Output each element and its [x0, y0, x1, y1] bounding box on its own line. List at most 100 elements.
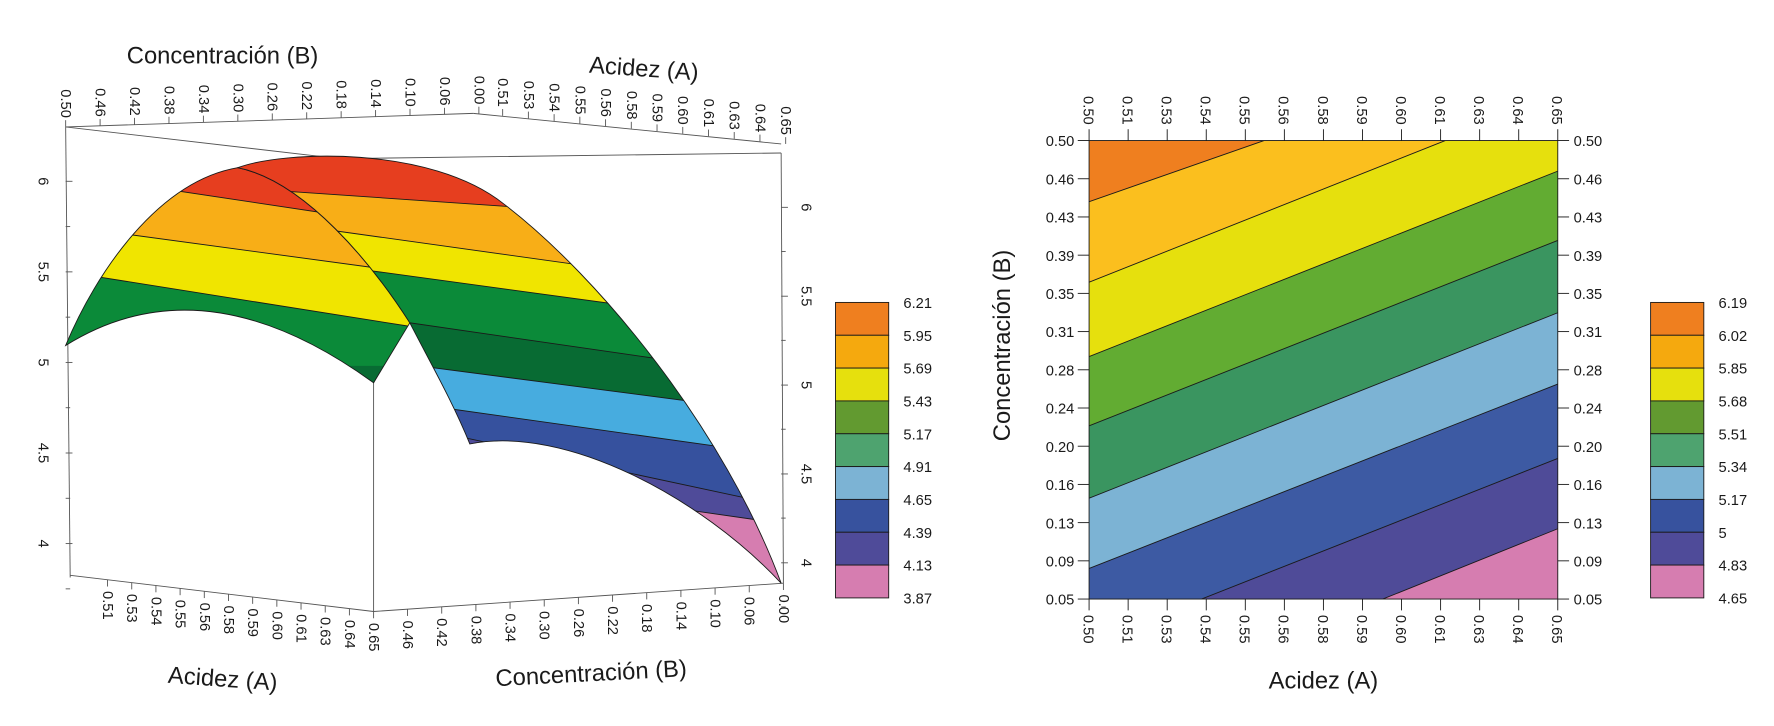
surface-top-a-tick-label: 0.64 [751, 104, 767, 133]
surface-bottom-a-tick-label: 0.54 [147, 597, 163, 626]
contour-line [1089, 140, 1446, 283]
contour-y-tick-label-left: 0.28 [1046, 363, 1075, 379]
surface-legend-label: 5.17 [903, 427, 932, 443]
contour-legend-label: 4.65 [1719, 592, 1748, 608]
surface-top-b-tick-label: 0.42 [126, 87, 142, 116]
surface-top-a-tick-label: 0.51 [494, 78, 510, 107]
contour-y-tick-label-left: 0.24 [1046, 402, 1075, 418]
surface-top-a-tick-label: 0.65 [777, 106, 793, 135]
contour-y-tick-label-right: 0.05 [1574, 593, 1603, 609]
surface-legend: 6.21 5.95 5.69 5.43 5.17 4.91 4.65 4.39 4.13 3.87 [835, 296, 932, 608]
surface-top-b-tick-label: 0.14 [367, 79, 383, 108]
contour-x-tick-label-bottom: 0.54 [1197, 615, 1213, 644]
surface-axis-ticks: 0.50 0.46 0.42 0.38 0.34 0.30 0.26 0.22 0.18 0.14… [34, 76, 813, 652]
contour-x-tick-label-top: 0.63 [1470, 96, 1486, 125]
contour-legend-swatch [1650, 564, 1705, 599]
contour-legend-swatch [1650, 400, 1705, 435]
contour-y-tick-label-right: 0.24 [1574, 402, 1603, 418]
surface-top-b-tick-label: 0.34 [195, 85, 211, 114]
surface-legend-swatch [835, 531, 890, 566]
contour-x-tick-label-bottom: 0.55 [1236, 615, 1252, 644]
contour-x-tick-label-bottom: 0.59 [1353, 615, 1369, 644]
contour-line [1201, 458, 1558, 600]
surface-top-a-tick-label: 0.63 [726, 101, 742, 130]
surface-bottom-b-tick-label: 0.46 [399, 620, 415, 649]
contour-x-tick-label-bottom: 0.51 [1118, 615, 1134, 644]
contour-y-tick-label-right: 0.13 [1574, 516, 1603, 532]
contour-legend-label: 6.02 [1719, 329, 1748, 345]
surface-bottom-b-tick-label: 0.06 [741, 597, 757, 626]
contour-legend: 6.19 6.02 5.85 5.68 5.51 5.34 5.17 5 4.83 4.65 [1650, 296, 1748, 608]
surface-plot: Concentración (B) Acidez (A) Acidez (A) … [34, 43, 932, 697]
contour-x-tick-label-top: 0.60 [1392, 96, 1408, 125]
contour-y-tick-label-right: 0.16 [1574, 478, 1603, 494]
contour-legend-swatch [1650, 334, 1705, 369]
contour-plot: 0.500.500.510.510.530.530.540.540.550.55… [989, 96, 1747, 694]
surface-legend-label: 5.43 [903, 395, 932, 411]
surface-top-a-tick-label: 0.53 [520, 81, 536, 110]
contour-x-axis-title: Acidez (A) [1269, 667, 1379, 694]
surface-bottom-b-tick-label: 0.34 [502, 613, 518, 642]
contour-y-tick-label-left: 0.20 [1046, 440, 1075, 456]
surface-bottom-a-tick-label: 0.63 [317, 617, 333, 646]
surface-top-a-tick-label: 0.59 [649, 93, 665, 122]
surface-bottom-b-tick-label: 0.30 [536, 611, 552, 640]
contour-legend-label: 5 [1719, 526, 1727, 542]
surface-legend-swatch [835, 564, 890, 599]
surface-legend-label: 3.87 [903, 592, 932, 608]
contour-axes: 0.500.500.510.510.530.530.540.540.550.55… [1046, 96, 1603, 643]
contour-x-tick-label-top: 0.55 [1236, 96, 1252, 125]
surface-top-a-tick-label: 0.61 [700, 99, 716, 128]
surface-bottom-b-tick-label: 0.14 [672, 602, 688, 631]
surface-bottom-a-tick-label: 0.60 [268, 611, 284, 640]
contour-y-tick-label-left: 0.39 [1046, 249, 1075, 265]
surface-top-a-tick-label: 0.58 [623, 91, 639, 120]
surface-z-tick-label-left: 4.5 [34, 443, 50, 463]
surface-right-sheet [237, 156, 782, 584]
surface-legend-swatch [835, 433, 890, 468]
contour-legend-swatch [1650, 301, 1705, 336]
surface-top-b-tick-label: 0.00 [470, 76, 486, 105]
contour-x-tick-label-top: 0.58 [1314, 96, 1330, 125]
contour-legend-label: 5.68 [1719, 395, 1748, 411]
contour-x-tick-label-top: 0.53 [1158, 96, 1174, 125]
contour-line [1089, 239, 1558, 427]
surface-legend-label: 4.39 [903, 526, 932, 542]
contour-x-tick-label-top: 0.61 [1431, 96, 1447, 125]
contour-line [1089, 140, 1265, 203]
contour-y-tick-label-right: 0.46 [1574, 172, 1603, 188]
contour-line [1382, 528, 1558, 600]
contour-x-tick-label-top: 0.56 [1275, 96, 1291, 125]
surface-top-a-tick-label: 0.54 [546, 83, 562, 112]
contour-y-tick-label-left: 0.46 [1046, 172, 1075, 188]
surface-legend-swatch [835, 400, 890, 435]
surface-top-b-tick-label: 0.22 [298, 81, 314, 110]
contour-x-tick-label-bottom: 0.50 [1079, 615, 1095, 644]
contour-legend-label: 5.85 [1719, 362, 1748, 378]
contour-y-tick-label-left: 0.09 [1046, 554, 1075, 570]
contour-y-tick-label-right: 0.43 [1574, 211, 1603, 227]
surface-b-axis-title-top: Concentración (B) [127, 43, 319, 70]
contour-y-tick-label-right: 0.31 [1574, 325, 1603, 341]
contour-y-tick-label-right: 0.39 [1574, 249, 1603, 265]
surface-top-b-tick-label: 0.06 [436, 77, 452, 106]
contour-y-tick-label-left: 0.05 [1046, 593, 1075, 609]
surface-top-a-tick-label: 0.55 [571, 86, 587, 115]
contour-y-tick-label-left: 0.35 [1046, 287, 1075, 303]
surface-bottom-a-tick-label: 0.61 [293, 614, 309, 643]
contour-x-tick-label-bottom: 0.64 [1509, 615, 1525, 644]
contour-y-tick-label-left: 0.13 [1046, 516, 1075, 532]
surface-z-tick-label-right: 4 [798, 559, 814, 567]
surface-bottom-b-tick-label: 0.22 [604, 606, 620, 635]
surface-z-tick-label-left: 5.5 [34, 262, 50, 282]
contour-y-tick-label-left: 0.16 [1046, 478, 1075, 494]
surface-z-tick-label-right: 6 [798, 203, 814, 211]
contour-y-tick-label-right: 0.09 [1574, 554, 1603, 570]
contour-legend-label: 5.34 [1719, 460, 1748, 476]
contour-legend-label: 5.51 [1719, 427, 1748, 443]
contour-y-tick-label-left: 0.31 [1046, 325, 1075, 341]
surface-legend-swatch [835, 301, 890, 336]
surface-legend-swatch [835, 498, 890, 533]
contour-x-tick-label-top: 0.51 [1118, 96, 1134, 125]
